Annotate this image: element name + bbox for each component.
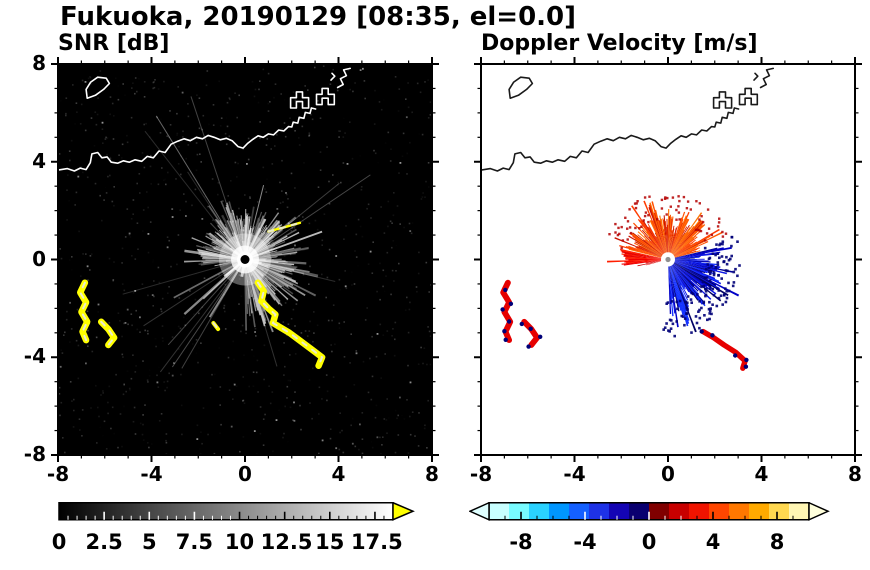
y-tick-label: 0 xyxy=(32,246,46,271)
panel-title-snr: SNR [dB] xyxy=(58,31,170,56)
colorbar-tick-label: 4 xyxy=(705,530,721,554)
axis-frame xyxy=(51,57,439,462)
colorbar-tick-label: -4 xyxy=(573,530,597,554)
snr-plot xyxy=(51,57,439,462)
coastline xyxy=(330,72,336,81)
coastline xyxy=(336,67,352,89)
coastline xyxy=(85,76,111,100)
coastline xyxy=(58,107,317,172)
colorbar-tick-label: 8 xyxy=(769,530,785,554)
snr-field xyxy=(58,64,432,455)
y-tick-label: -8 xyxy=(23,442,46,466)
coastline xyxy=(759,67,775,89)
colorbar-tick-label: 12.5 xyxy=(260,530,313,554)
y-tick-label: 4 xyxy=(32,148,46,173)
figure-title: Fukuoka, 20190129 [08:35, el=0.0] xyxy=(60,2,577,32)
velocity-colorbar xyxy=(469,502,830,521)
colorbar-tick-label: 5 xyxy=(141,530,157,554)
colorbar-tick-label: 15 xyxy=(315,530,345,554)
radar-site-marker xyxy=(240,255,250,264)
coastline xyxy=(508,76,534,100)
colorbar-tick-label: 10 xyxy=(224,530,255,554)
coastline xyxy=(315,87,336,106)
coastline xyxy=(738,87,759,106)
colorbar-tick-label: 2.5 xyxy=(85,530,123,554)
y-tick-label: 8 xyxy=(32,51,46,75)
velocity-field xyxy=(481,64,855,455)
axis-frame xyxy=(474,57,862,462)
colorbar-tick-label: 0 xyxy=(641,530,657,554)
colorbar-tick-label: 17.5 xyxy=(350,530,403,554)
velocity-plot xyxy=(474,57,862,462)
colorbar-tick-label: -8 xyxy=(509,530,533,554)
colorbar-tick-label: 7.5 xyxy=(175,530,213,554)
coastline xyxy=(289,91,310,109)
snr-colorbar xyxy=(58,502,415,521)
panel-title-velocity: Doppler Velocity [m/s] xyxy=(481,31,758,56)
coastline xyxy=(753,72,759,81)
radar-site-marker xyxy=(665,256,671,263)
colorbar-tick-label: 0 xyxy=(51,530,67,554)
coastline xyxy=(481,107,740,172)
coastline xyxy=(712,91,733,109)
y-tick-label: -4 xyxy=(23,344,46,369)
